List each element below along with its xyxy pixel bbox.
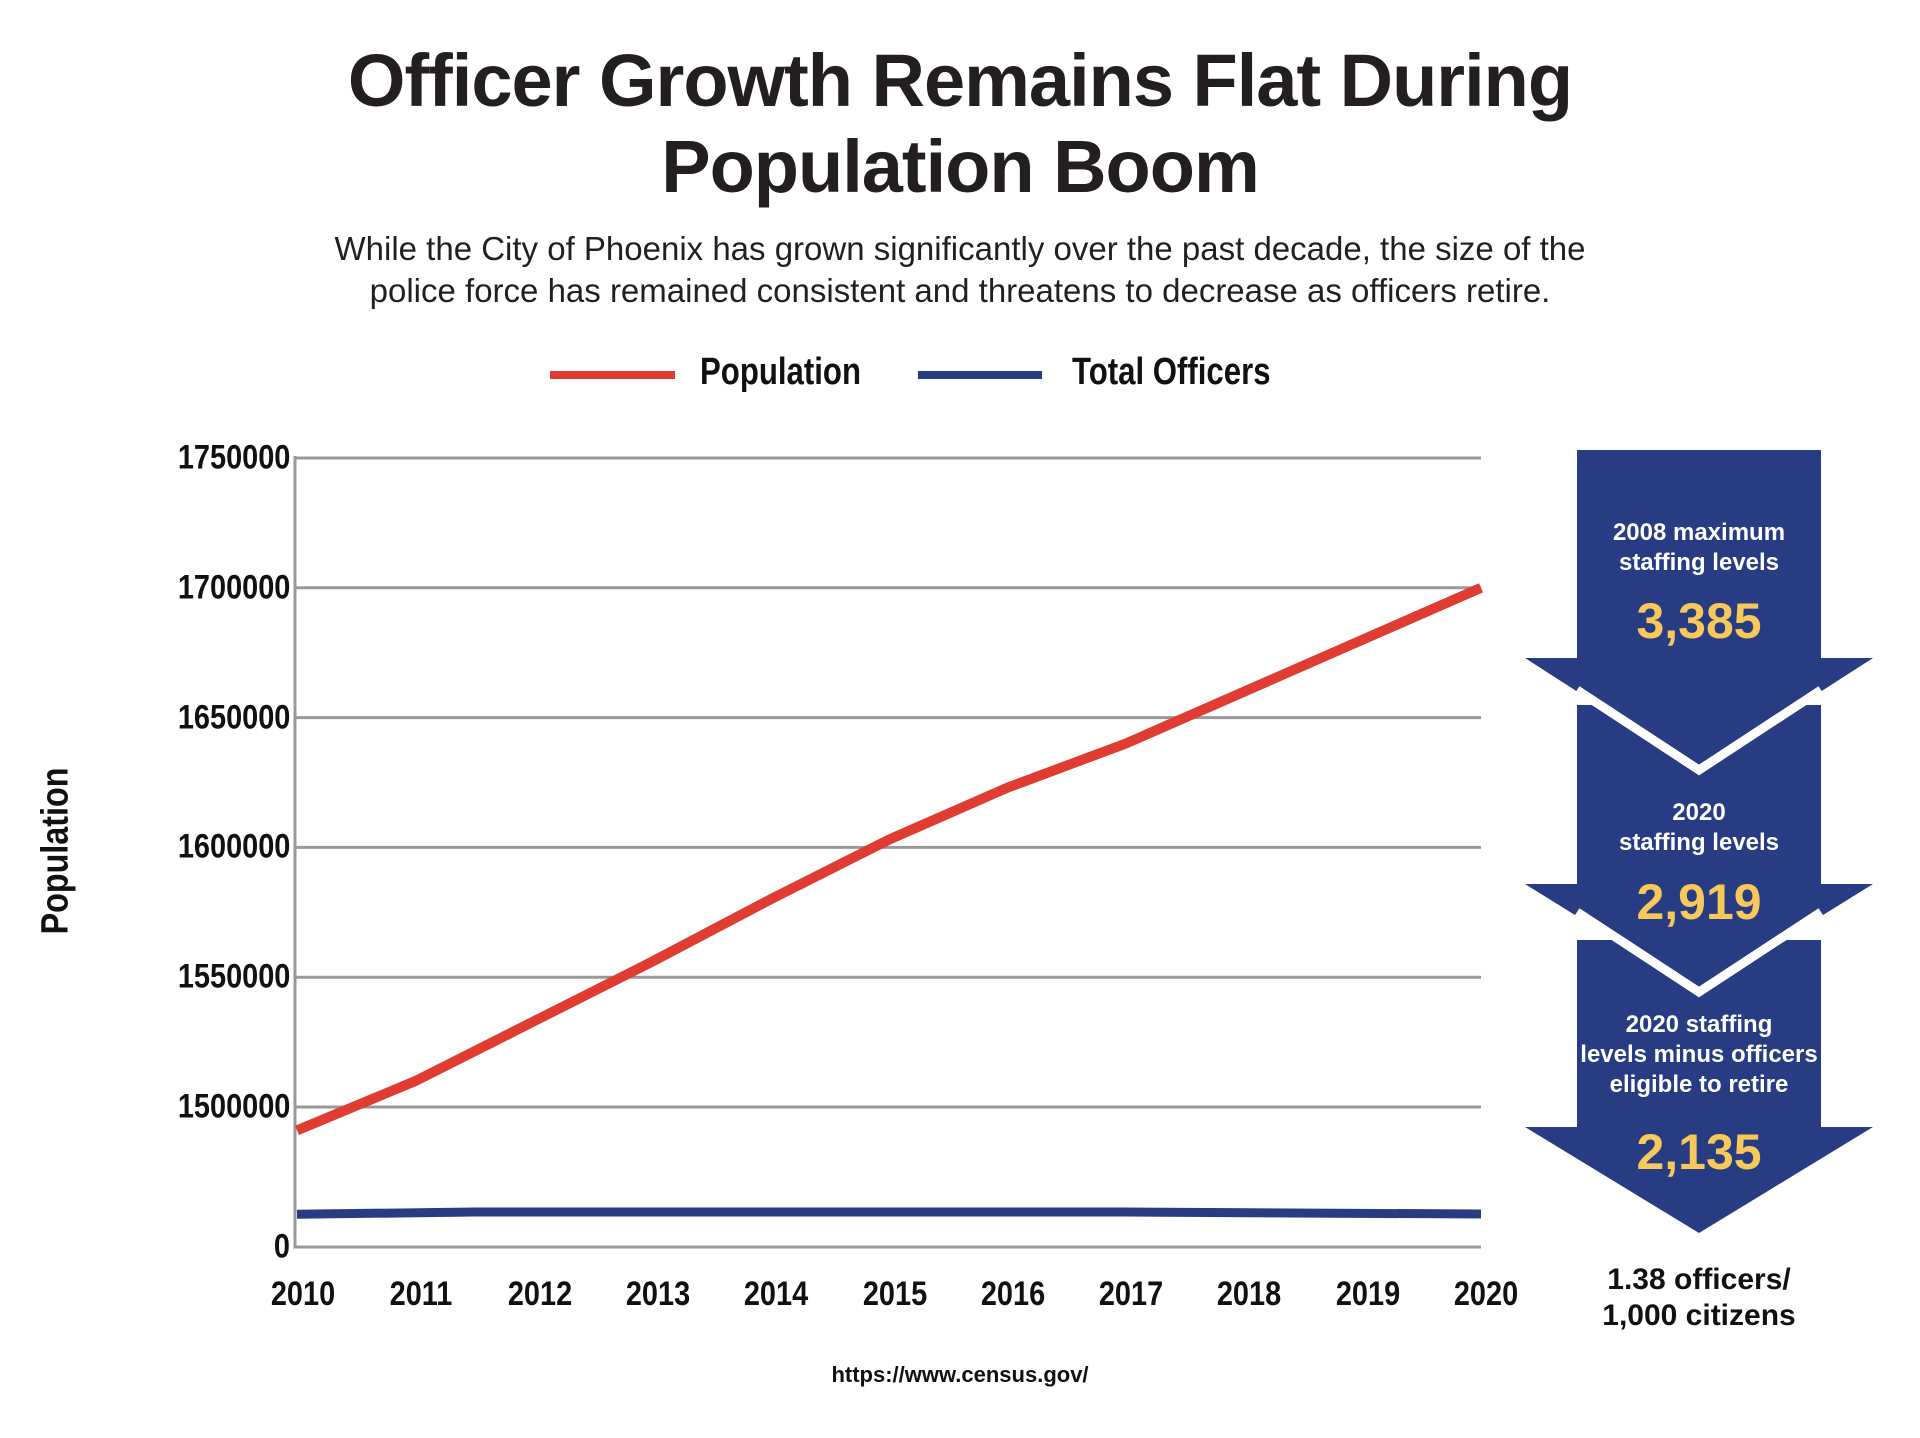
callout-2-label-line: 2020 <box>1672 799 1726 826</box>
callout-1-label-line: 2008 maximum <box>1612 519 1786 546</box>
legend-swatch-officers <box>918 371 1042 379</box>
ratio-line-1: 1.38 officers/ <box>1607 1263 1791 1296</box>
callout-arrows <box>1525 450 1873 1233</box>
callout-2-label: 2020 staffing levels <box>1577 798 1821 858</box>
subtitle-line-2: police force has remained consistent and… <box>369 272 1551 309</box>
x-tick-label: 2012 <box>507 1275 572 1313</box>
callout-3-label-line: eligible to retire <box>1609 1071 1789 1098</box>
y-tick-label: 1550000 <box>177 957 290 996</box>
title-line-2: Population Boom <box>661 125 1260 208</box>
callout-1-label: 2008 maximum staffing levels <box>1577 518 1821 578</box>
x-tick-label: 2010 <box>270 1275 336 1313</box>
legend-label-population: Population <box>700 351 861 393</box>
x-tick-label: 2015 <box>862 1275 927 1313</box>
source-link[interactable]: https://www.census.gov/ <box>831 1362 1089 1387</box>
subtitle-line-1: While the City of Phoenix has grown sign… <box>334 230 1586 267</box>
chart-subtitle: While the City of Phoenix has grown sign… <box>0 228 1920 312</box>
x-tick-label: 2017 <box>1098 1275 1164 1313</box>
x-tick-label: 2016 <box>980 1275 1045 1313</box>
callout-2-label-line: staffing levels <box>1618 829 1780 856</box>
callout-3-label: 2020 staffing levels minus officers elig… <box>1577 1010 1821 1100</box>
callout-3-label-line: 2020 staffing <box>1625 1011 1773 1038</box>
callout-arrow-3 <box>1525 940 1873 1233</box>
y-tick-label: 1750000 <box>177 438 290 477</box>
axes <box>293 456 1481 1249</box>
y-tick-label: 1500000 <box>177 1087 290 1126</box>
arrow-separator <box>1574 908 1824 998</box>
x-tick-label: 2011 <box>389 1275 453 1313</box>
callout-1-label-line: staffing levels <box>1618 549 1780 576</box>
y-tick-label: 0 <box>273 1227 290 1266</box>
ratio-line-2: 1,000 citizens <box>1602 1299 1796 1332</box>
callout-3-value: 2,135 <box>1636 1124 1762 1180</box>
x-tick-label: 2018 <box>1217 1275 1282 1313</box>
officers-line <box>296 1207 1482 1219</box>
callout-1-value: 3,385 <box>1636 593 1762 649</box>
y-axis-label: Population <box>34 767 77 935</box>
y-tick-label: 1600000 <box>177 827 290 866</box>
y-tick-label: 1700000 <box>177 568 290 607</box>
callout-3-label-line: levels minus officers <box>1580 1041 1818 1068</box>
x-tick-label: 2013 <box>625 1275 691 1313</box>
x-tick-label: 2019 <box>1335 1275 1400 1313</box>
legend-swatch-population <box>550 371 675 379</box>
y-tick-label: 1650000 <box>177 698 290 737</box>
title-line-1: Officer Growth Remains Flat During <box>347 39 1573 122</box>
series-lines <box>295 583 1484 1219</box>
officers-per-citizens-ratio: 1.38 officers/ 1,000 citizens <box>1577 1262 1821 1334</box>
x-tick-label: 2014 <box>744 1275 809 1313</box>
callout-arrow-1 <box>1525 450 1873 770</box>
legend-label-officers: Total Officers <box>1072 351 1271 393</box>
arrow-separator <box>1574 686 1824 776</box>
chart-title: Officer Growth Remains Flat During Popul… <box>0 38 1920 210</box>
gridlines <box>295 456 1481 1109</box>
population-line <box>295 583 1484 1135</box>
callout-2-value: 2,919 <box>1636 874 1762 930</box>
x-tick-label: 2020 <box>1453 1275 1519 1313</box>
callout-arrow-2 <box>1525 705 1873 992</box>
